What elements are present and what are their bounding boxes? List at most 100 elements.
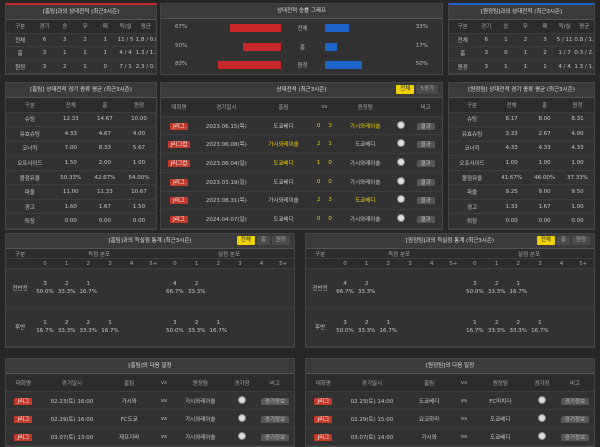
cell-text: 8.00 [538,116,551,123]
result-button[interactable]: 결과 [416,159,435,167]
count: 2 [364,320,369,326]
tabs: 전체 5경기 [396,85,438,94]
cell-text: vs [460,433,467,440]
cell: 2 33.3% [507,319,529,335]
cell: 1 [496,37,516,43]
tab[interactable]: 전체 [536,236,555,245]
cell: 46.00% [528,175,561,181]
home-bar [218,60,281,69]
title-text: [원정팀]의 다음 일정 [425,363,475,369]
cell-text: 10.00 [131,116,147,123]
cell: 4.00 [122,131,156,137]
cell: 1 16.7% [377,319,399,335]
cell-text: 가시와레이솔 [185,416,216,423]
cell: 2 [377,261,399,267]
cell-text: 10.67 [131,189,147,196]
date: 2023.03.19(일) [205,179,247,186]
table-row: 원정 3 2 1 0 7 / 1 2.3 / 0.3 [6,61,156,74]
cell: 02.23(토) 16:00 [41,397,103,405]
column-header: 비고 [569,380,580,387]
group-header: 구분 [15,251,26,258]
cell-text: 1 [103,36,108,43]
column-header: 0 [43,260,47,267]
info-button[interactable]: 경기정보 [260,415,290,423]
result-button[interactable]: 결과 [416,178,435,186]
cell-text: 2 [523,36,528,43]
info-button[interactable]: 경기정보 [560,415,590,423]
panel-title: [원정팀]의 다음 일정 [306,359,594,374]
cell: 50.33% [54,175,88,181]
info-button[interactable]: 경기정보 [260,397,290,405]
cell: 1 [516,64,536,70]
cell: 구분 [6,101,54,109]
cell: 9.25 [495,189,528,195]
away-pct: 50% [415,60,428,67]
cell: 42.67% [88,175,122,181]
cell [528,413,556,424]
percent: 50.0% [336,328,354,334]
cell: 2 [55,64,75,70]
cell-text: 1.00 [132,159,146,166]
cell: 2 33.3% [486,280,508,296]
tab[interactable]: 전체 [236,236,255,245]
tab[interactable]: 5경기 [416,85,438,94]
cell: 3 50.0% [34,280,56,296]
cell: 경기일시 [341,379,403,387]
info-button[interactable]: 경기정보 [560,397,590,405]
cell: 1 [496,64,516,70]
cell: 경기장 [228,379,256,387]
cell: 가시와레이솔 [337,122,393,130]
cell [393,195,409,205]
tab[interactable]: 홈 [556,236,570,245]
header-row: 0 1 2 3 4 5+ 0 1 2 3 4 5+ [306,259,594,269]
cell: 2023.03.19(일) [197,178,256,186]
cell: 가시와레이솔 [173,415,229,423]
result-button[interactable]: 결과 [416,216,435,224]
cell: 홈팀 [256,103,312,111]
cell-text: 1.3 / 1.3 [574,63,594,70]
panel-body: 구분 전체 홈 원정 슈팅 12.33 14.67 10.00 유효슈팅 4.33 4.67 4.00… [6,98,156,229]
row-label: 후반 [15,325,26,331]
cell-text: 02.29(토) 16:00 [50,416,94,423]
cell: 11.00 [54,189,88,195]
panel: [원정팀]과의 상대전적 (최근3시즌) 구분 경기 승 무 패 득/실 평균 전체 6 1 2 3 5 … [448,3,595,75]
cell [528,431,556,442]
group-header: 실점 분포 [218,251,241,258]
cell: 02.29(토) 16:00 [41,415,103,423]
result-button[interactable]: 결과 [416,141,435,149]
panel-title: [홈팀]의 다음 일정 [6,359,294,374]
percent: 16.7% [101,328,119,334]
column-header: 2 [386,260,391,267]
panel-body: 67% 전체 33% 50% 홈 17% 83% 원정 50% [161,19,442,74]
cell: 비고 [556,379,594,387]
table-row: 파울 9.25 9.00 9.50 [449,185,594,200]
tab[interactable]: 원정 [571,236,590,245]
result-button[interactable]: 결과 [416,122,435,130]
cell: 슈팅 [449,115,495,123]
result-button[interactable]: 결과 [416,197,435,205]
cell: J리그 [6,397,41,405]
table-row: 슈팅 8.17 8.00 8.31 [449,113,594,128]
cell: 유효슈팅 [449,130,495,138]
cell-text: 4.00 [571,130,584,137]
tab[interactable]: 전체 [396,85,415,94]
cell: 홈 [88,101,122,109]
cell: 요코하마 [403,415,455,423]
tab[interactable]: 홈 [256,236,270,245]
info-button[interactable]: 경기정보 [560,433,590,441]
cell: 실점 분포 [164,250,294,258]
column-header: 홈팀 [124,380,135,387]
cell: 승 [496,22,516,30]
cell-text: 12.33 [62,116,79,123]
cell: 4.00 [561,131,594,137]
tab[interactable]: 원정 [271,236,290,245]
panel-body: 대회명 경기일시 홈팀 vs 원정팀 경기장 비고 J리그 02.23(토) 16:00 가시와 v… [6,374,294,446]
cell: 2.00 [88,160,122,166]
percent: 50.0% [166,328,184,334]
cell: 경기일시 [197,103,256,111]
group-header: 득점 분포 [88,251,111,258]
column-header: 0 [473,260,477,267]
info-button[interactable]: 경기정보 [260,433,290,441]
